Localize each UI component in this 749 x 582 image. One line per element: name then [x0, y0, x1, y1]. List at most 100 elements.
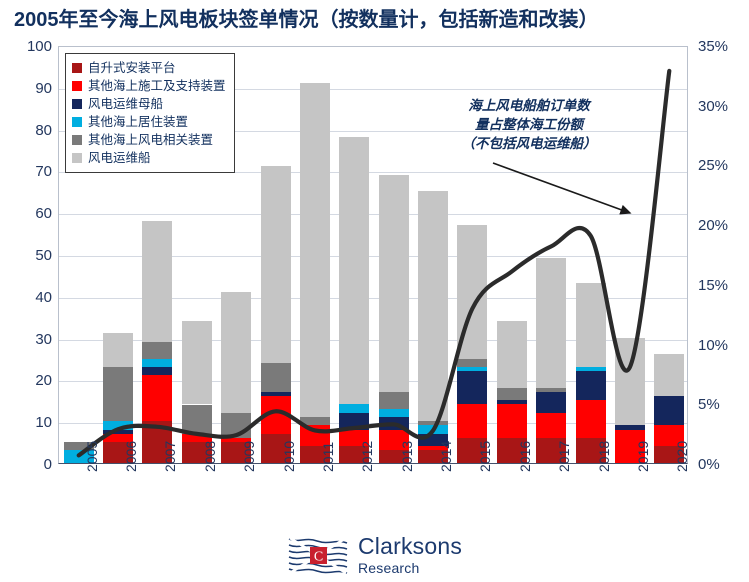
bar-segment-other_related — [299, 417, 330, 426]
legend: 自升式安装平台其他海上施工及支持装置风电运维母船 其他海上居住装置其他海上风电相关… — [65, 53, 235, 173]
bar-segment-ctv — [221, 291, 252, 413]
y-axis-left-tick: 40 — [35, 288, 52, 306]
legend-swatch-icon — [72, 117, 82, 127]
y-axis-left-tick: 20 — [35, 372, 52, 390]
bar-segment-other_construction — [339, 429, 370, 447]
footer: C Clarksons Research — [0, 527, 749, 582]
bar-segment-other_construction — [536, 412, 567, 438]
legend-swatch-icon — [72, 81, 82, 91]
bar-group[interactable] — [299, 45, 330, 463]
y-axis-left-tick: 30 — [35, 330, 52, 348]
bar-segment-ctv — [299, 82, 330, 418]
bar-segment-sov_mother — [142, 366, 173, 376]
y-axis-left-tick: 60 — [35, 205, 52, 223]
bar-segment-jackup — [103, 442, 134, 463]
line-series-layer — [76, 68, 672, 458]
y-axis-right-tick: 20% — [698, 217, 729, 235]
bar-segment-ctv — [496, 320, 527, 388]
bar-group[interactable] — [654, 45, 685, 463]
bar-segment-other_construction — [181, 433, 212, 443]
bar-segment-ctv — [339, 136, 370, 405]
y-axis-right-tick: 35% — [698, 38, 729, 55]
bar-segment-jackup — [299, 446, 330, 463]
bar-segment-jackup — [418, 450, 449, 463]
bar-segment-ctv — [536, 258, 567, 388]
bar-segment-ctv — [103, 333, 134, 367]
bar-segment-accommodation — [103, 421, 134, 430]
legend-swatch-icon — [72, 63, 82, 73]
bar-group[interactable] — [221, 45, 252, 463]
clarksons-logo: C Clarksons Research — [287, 534, 462, 575]
bar-segment-ctv — [181, 320, 212, 405]
bar-segment-other_related — [63, 442, 94, 451]
gridline — [59, 88, 687, 90]
annotation-line-2: 量占整体海工份额 — [475, 117, 583, 133]
bar-segment-accommodation — [575, 366, 606, 372]
legend-swatch-icon — [72, 153, 82, 163]
bar-segment-jackup — [260, 433, 291, 463]
legend-item-other_construction[interactable]: 其他海上施工及支持装置 — [72, 77, 226, 95]
bar-segment-sov_mother — [457, 371, 488, 405]
y-axis-right-tick: 5% — [698, 396, 720, 414]
legend-item-other_related[interactable]: 其他海上风电相关装置 — [72, 131, 226, 149]
bar-segment-jackup — [221, 442, 252, 463]
bar-segment-jackup — [181, 442, 212, 463]
bar-segment-sov_mother — [654, 396, 685, 426]
legend-item-sov_mother[interactable]: 风电运维母船 — [72, 95, 226, 113]
y-axis-left-tick: 50 — [35, 247, 52, 264]
bar-segment-sov_mother — [260, 391, 291, 397]
bar-group[interactable] — [378, 45, 409, 463]
legend-swatch-icon — [72, 99, 82, 109]
legend-item-jackup[interactable]: 自升式安装平台 — [72, 59, 226, 77]
y-axis-right-tick: 0% — [698, 456, 720, 473]
bar-segment-other_related — [536, 387, 567, 392]
gridline — [59, 381, 687, 383]
bar-segment-jackup — [654, 446, 685, 463]
bar-segment-jackup — [378, 450, 409, 463]
bar-segment-other_related — [103, 366, 134, 422]
line-series-path — [76, 68, 672, 458]
y-axis-left-tick: 70 — [35, 163, 52, 181]
legend-swatch-icon — [72, 135, 82, 145]
bar-group[interactable] — [496, 45, 527, 463]
bar-segment-other_related — [418, 421, 449, 426]
bar-segment-ctv — [142, 220, 173, 342]
bar-segment-other_construction — [418, 446, 449, 451]
y-axis-right-tick: 30% — [698, 97, 729, 115]
bar-segment-other_related — [378, 391, 409, 409]
bar-segment-other_related — [181, 404, 212, 434]
legend-item-ctv[interactable]: 风电运维船 — [72, 149, 226, 167]
y-axis-left-tick: 100 — [26, 38, 52, 55]
bar-group[interactable] — [181, 45, 212, 463]
bar-group[interactable] — [536, 45, 567, 463]
bar-group[interactable] — [575, 45, 606, 463]
clarksons-logo-mark: C — [288, 536, 348, 574]
legend-item-label: 自升式安装平台 — [88, 60, 176, 75]
bar-segment-accommodation — [457, 366, 488, 372]
gridline — [59, 297, 687, 299]
y-axis-left-tick: 0 — [43, 456, 52, 473]
annotation-callout: 海上风电船舶订单数 量占整体海工份额 （不包括风电运维船） — [413, 96, 645, 153]
gridline — [59, 172, 687, 174]
legend-item-label: 其他海上施工及支持装置 — [88, 78, 226, 93]
bar-segment-other_construction — [457, 404, 488, 438]
bar-group[interactable] — [339, 45, 370, 463]
y-axis-left-tick: 10 — [35, 414, 52, 432]
legend-item-label: 其他海上风电相关装置 — [88, 132, 214, 147]
gridline — [59, 423, 687, 425]
chart-title-bar: 2005年至今海上风电板块签单情况（按数量计，包括新造和改装） — [0, 0, 749, 34]
bar-segment-accommodation — [142, 358, 173, 367]
bar-segment-accommodation — [339, 404, 370, 413]
bar-group[interactable] — [103, 45, 134, 463]
legend-item-label: 其他海上居住装置 — [88, 114, 189, 129]
bar-segment-jackup — [457, 437, 488, 463]
y-axis-right-tick: 15% — [698, 276, 729, 294]
logo-letter: C — [314, 549, 323, 564]
bar-segment-other_related — [496, 387, 527, 401]
legend-item-accommodation[interactable]: 其他海上居住装置 — [72, 113, 226, 131]
page-title: 2005年至今海上风电板块签单情况（按数量计，包括新造和改装） — [14, 8, 599, 31]
bar-segment-sov_mother — [614, 425, 645, 430]
bar-group[interactable] — [614, 45, 645, 463]
